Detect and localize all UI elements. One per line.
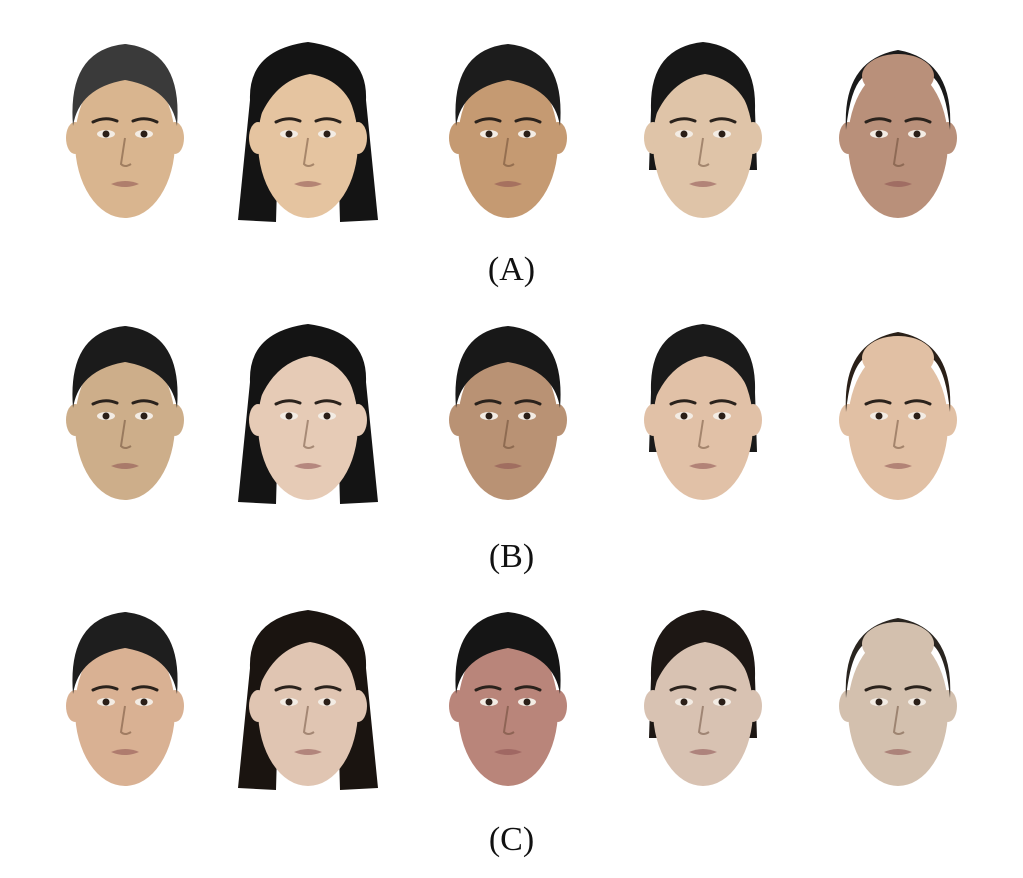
face-photo-a1 xyxy=(45,30,205,230)
portrait xyxy=(66,326,184,500)
face-sketch-b5 xyxy=(818,312,978,512)
face-photo-a3 xyxy=(428,30,588,230)
caption-b: (B) xyxy=(488,538,535,575)
face-composite-c2 xyxy=(228,598,388,798)
portrait xyxy=(449,612,567,786)
face-composite-c5 xyxy=(818,598,978,798)
face-composite-c3 xyxy=(428,598,588,798)
row-b xyxy=(0,312,1023,512)
portrait xyxy=(644,610,762,786)
face-photo-a2 xyxy=(228,30,388,230)
caption-c: (C) xyxy=(488,821,535,858)
face-composite-c1 xyxy=(45,598,205,798)
portrait xyxy=(644,324,762,500)
face-sketch-b4 xyxy=(623,312,783,512)
row-c xyxy=(0,598,1023,794)
portrait xyxy=(449,44,567,218)
portrait xyxy=(839,618,957,786)
portrait xyxy=(66,44,184,218)
portrait xyxy=(238,42,378,222)
portrait xyxy=(839,50,957,218)
portrait xyxy=(644,42,762,218)
portrait xyxy=(449,326,567,500)
portrait xyxy=(66,612,184,786)
face-sketch-b1 xyxy=(45,312,205,512)
face-sketch-b3 xyxy=(428,312,588,512)
caption-a: (A) xyxy=(487,251,536,288)
portrait xyxy=(238,324,378,504)
row-a xyxy=(0,30,1023,230)
portrait xyxy=(839,332,957,500)
face-sketch-b2 xyxy=(228,312,388,512)
face-photo-a4 xyxy=(623,30,783,230)
face-composite-c4 xyxy=(623,598,783,798)
portrait xyxy=(238,610,378,790)
face-photo-a5 xyxy=(818,30,978,230)
